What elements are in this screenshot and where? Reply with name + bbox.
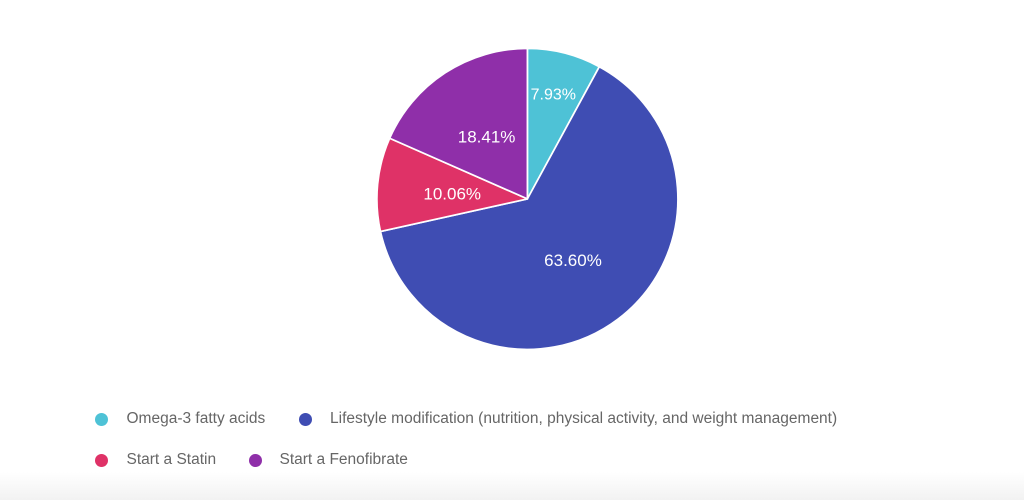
svg-text:10.06%: 10.06% — [423, 185, 481, 204]
svg-text:7.93%: 7.93% — [531, 87, 576, 104]
svg-text:18.41%: 18.41% — [458, 128, 516, 147]
svg-text:63.60%: 63.60% — [544, 251, 602, 270]
